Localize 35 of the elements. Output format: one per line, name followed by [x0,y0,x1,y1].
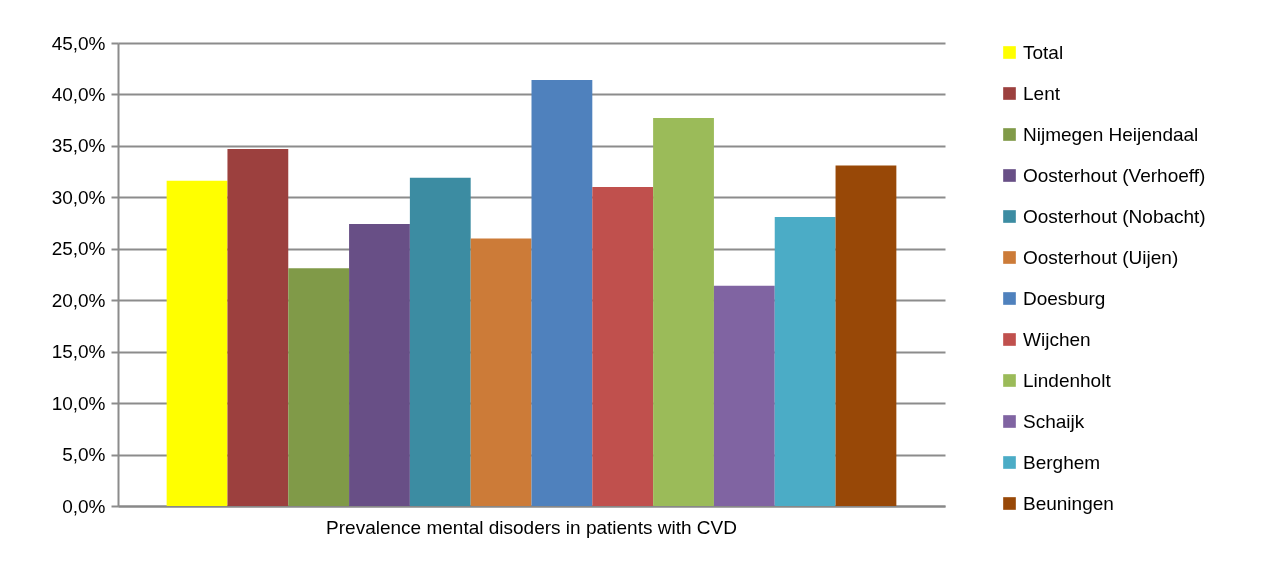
y-tick-label: 5,0% [62,444,106,466]
y-tick-label: 15,0% [51,341,106,363]
y-tick-label: 0,0% [62,495,106,517]
legend-label: Lindenholt [1023,369,1112,391]
legend-label: Total [1023,41,1064,63]
bar [470,238,532,506]
legend-label: Nijmegen Heijendaal [1023,123,1199,145]
bar [288,268,350,506]
y-tick-label: 10,0% [51,392,106,414]
legend-label: Berghem [1023,451,1101,473]
legend-label: Schaijk [1023,410,1085,432]
legend-label: Oosterhout (Verhoeff) [1023,164,1206,186]
bar [227,148,289,506]
legend-label: Beuningen [1023,492,1114,514]
y-tick-label: 25,0% [51,238,106,260]
legend-label: Oosterhout (Uijen) [1023,246,1179,268]
y-tick-label: 35,0% [51,135,106,157]
bar [409,177,471,506]
legend-label: Lent [1023,82,1061,104]
bar [592,187,654,506]
y-tick-label: 30,0% [51,186,106,208]
x-tick-label: Prevalence mental disoders in patients with CVD [326,516,737,538]
bar [166,180,228,506]
y-tick-label: 20,0% [51,289,106,311]
bar [713,285,775,506]
y-tick-label: 45,0% [51,32,106,54]
legend-label: Doesburg [1023,287,1106,309]
bar [774,216,836,506]
y-tick-label: 40,0% [51,83,106,105]
bar [349,224,410,506]
bar [531,80,593,506]
legend-label: Oosterhout (Nobacht) [1023,205,1206,227]
legend-label: Wijchen [1023,328,1091,350]
bar [653,118,714,506]
bar [835,165,897,506]
